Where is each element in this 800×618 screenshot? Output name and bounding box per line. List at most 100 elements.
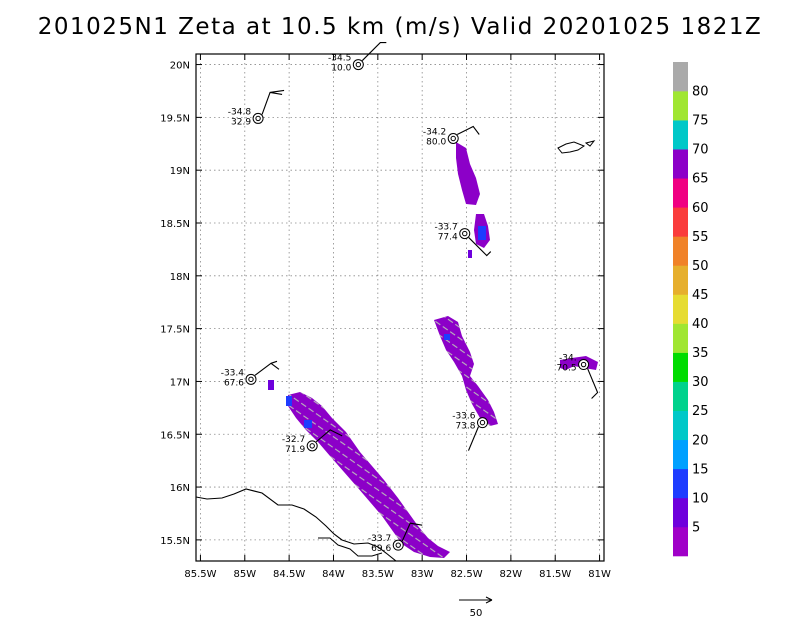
observation-temp: -33.6 [452, 412, 476, 422]
axis-ticks: 85.5W 85W 84.5W 84W 83.5W 83W 82.5W 82W 81.5W 81W… [160, 54, 611, 580]
lon-tick-label: 81W [588, 569, 611, 580]
station-dot [462, 230, 468, 237]
station-ring [352, 59, 364, 71]
observation-temp: -34.8 [228, 107, 252, 117]
observation-marker: -32.771.9 [282, 429, 343, 455]
observation-temp: -33.4 [221, 368, 245, 378]
observation-temp: -34.2 [423, 128, 446, 138]
lon-tick-label: 84.5W [273, 569, 305, 580]
colorbar-label: 35 [692, 346, 709, 361]
colorbar-swatch [673, 207, 688, 237]
colorbar-label: 75 [692, 114, 709, 129]
scale-vector: 50 [459, 596, 493, 618]
lon-tick-label: 85W [233, 569, 256, 580]
station-ring [459, 228, 471, 240]
observation-wind: 80.0 [426, 138, 446, 148]
lat-tick-label: 17N [170, 377, 190, 388]
wind-barb [467, 426, 479, 451]
colorbar-swatch [673, 62, 688, 92]
colorbar-swatch [673, 381, 688, 412]
wind-barb [401, 522, 423, 542]
station-dot [248, 376, 254, 383]
observation-wind: 73.8 [455, 422, 475, 432]
colorbar-swatch [673, 91, 688, 121]
colorbar-label: 80 [692, 85, 709, 100]
colorbar-swatch [673, 265, 688, 295]
colorbar-swatch [673, 294, 688, 324]
observation-temp: -33.7 [434, 223, 457, 233]
observation-wind: 70.5 [557, 364, 577, 374]
colorbar-swatch [673, 236, 688, 266]
station-ring [392, 539, 404, 551]
wind-barb [361, 42, 387, 61]
scale-vector-label: 50 [470, 608, 483, 618]
observation-wind: 69.6 [371, 544, 391, 554]
swath-middle-arrows [434, 316, 498, 426]
colorbar: 5 10 15 20 25 30 35 40 45 50 55 60 65 70 75 80 [673, 62, 709, 557]
observation-wind: 10.0 [331, 64, 351, 74]
colorbar-swatch [673, 439, 688, 470]
station-dot [450, 135, 456, 142]
observation-temp: -33.7 [368, 534, 391, 544]
lat-tick-label: 19.5N [160, 113, 190, 124]
station-ring [245, 373, 257, 385]
station-dot [355, 61, 362, 68]
observation-markers: -34.510.0-34.832.9-34.280.0-33.777.4-33.… [221, 42, 599, 554]
station-dot [395, 542, 401, 548]
lat-tick-label: 17.5N [160, 325, 190, 336]
colorbar-swatch [673, 120, 688, 150]
colorbar-label: 5 [692, 520, 700, 535]
grid-lines [196, 54, 604, 561]
lon-tick-label: 83.5W [362, 569, 394, 580]
blue-patch-2 [286, 396, 292, 406]
swath-main-arrows [288, 392, 450, 558]
swath-north [456, 142, 480, 205]
colorbar-swatch [673, 178, 688, 208]
coastline-island [557, 140, 596, 154]
blue-patch-1 [478, 226, 486, 240]
observation-temp: -34. [559, 354, 577, 364]
coastline-lagoon [318, 537, 383, 557]
lat-tick-label: 18N [170, 272, 190, 283]
colorbar-label: 20 [692, 433, 709, 448]
colorbar-label: 25 [692, 404, 709, 419]
colorbar-label: 40 [692, 317, 709, 332]
observation-marker: -33.673.8 [452, 412, 488, 451]
lon-tick-label: 85.5W [184, 569, 216, 580]
colorbar-label: 60 [692, 201, 709, 216]
colorbar-label: 45 [692, 288, 709, 303]
map-title: 201025N1 Zeta at 10.5 km (m/s) Valid 202… [37, 14, 763, 40]
lat-tick-label: 18.5N [160, 219, 190, 230]
colorbar-swatch [673, 352, 688, 382]
wind-barb [261, 89, 285, 115]
station-ring [252, 112, 264, 124]
observation-wind: 32.9 [231, 117, 251, 127]
colorbar-label: 15 [692, 462, 709, 477]
observation-marker: -34.832.9 [228, 89, 285, 127]
colorbar-label: 30 [692, 375, 709, 390]
colorbar-swatch [673, 468, 688, 499]
lat-tick-label: 16.5N [160, 430, 190, 441]
observation-marker: -33.777.4 [434, 223, 492, 257]
lon-tick-label: 82.5W [450, 569, 482, 580]
station-ring [578, 359, 590, 371]
wind-barb [254, 360, 280, 376]
blue-patch-3 [304, 420, 312, 428]
lon-tick-label: 81.5W [539, 569, 571, 580]
colorbar-swatch [673, 323, 688, 353]
colorbar-swatch [673, 410, 688, 441]
vorticity-swaths [268, 142, 598, 558]
colorbar-swatch [673, 149, 688, 179]
observation-marker: -34.70.5 [557, 354, 599, 399]
lon-tick-label: 84W [322, 569, 345, 580]
observation-marker: -34.510.0 [328, 42, 387, 74]
colorbar-label: 55 [692, 230, 709, 245]
colorbar-swatch [673, 526, 688, 557]
observation-marker: -34.280.0 [423, 125, 480, 148]
station-dot [255, 115, 261, 122]
observation-temp: -32.7 [282, 435, 305, 445]
observation-marker: -33.769.6 [368, 522, 423, 554]
lat-tick-label: 20N [170, 61, 190, 72]
lat-tick-label: 15.5N [160, 536, 190, 547]
station-dot [580, 361, 587, 368]
